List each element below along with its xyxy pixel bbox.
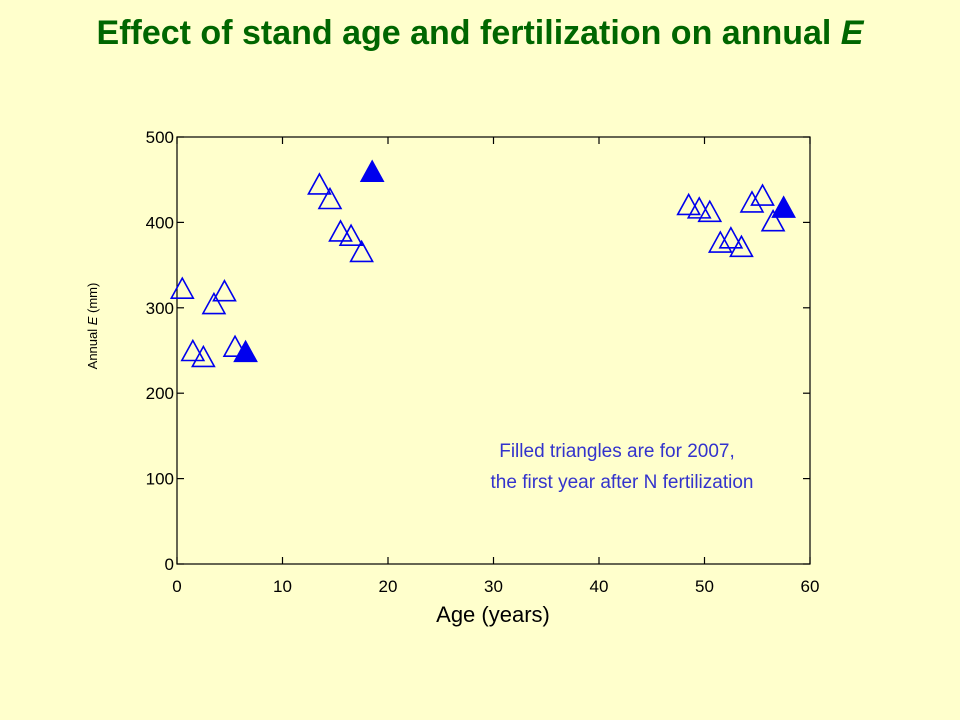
open-triangle-point xyxy=(191,344,216,368)
open-triangle-point xyxy=(750,183,775,206)
open-triangle-point xyxy=(676,192,702,216)
open-triangle-point xyxy=(317,186,343,210)
y-tick-label: 400 xyxy=(146,213,174,232)
annotation-line-1: Filled triangles are for 2007, xyxy=(499,441,735,462)
filled-triangle-point xyxy=(233,339,258,363)
x-tick-label: 40 xyxy=(590,577,609,596)
y-tick-label: 300 xyxy=(146,299,174,318)
x-tick-label: 10 xyxy=(273,577,292,596)
chart-title: Effect of stand age and fertilization on… xyxy=(0,14,960,53)
open-triangle-point xyxy=(338,223,364,247)
open-triangle-point xyxy=(222,334,248,358)
x-tick-label: 60 xyxy=(801,577,820,596)
x-axis-title: Age (years) xyxy=(436,602,550,627)
open-triangle-point xyxy=(328,219,353,242)
y-tick-label: 0 xyxy=(165,555,174,574)
y-axis-title: Annual E (mm) xyxy=(85,283,100,370)
title-main: Effect of stand age and fertilization on… xyxy=(96,14,841,52)
open-triangle-point xyxy=(349,239,374,263)
annotation-line-2: the first year after N fertilization xyxy=(491,472,754,493)
filled-triangle-point xyxy=(359,159,385,182)
open-triangle-point xyxy=(760,209,786,232)
y-tick-label: 500 xyxy=(146,128,174,147)
x-tick-label: 30 xyxy=(484,577,503,596)
open-triangle-point xyxy=(729,234,754,258)
axis-ticks xyxy=(176,136,811,565)
open-triangle-point xyxy=(169,276,195,299)
open-triangle-point xyxy=(686,196,712,219)
data-points xyxy=(169,159,796,368)
open-triangle-point xyxy=(697,199,723,223)
x-tick-label: 50 xyxy=(695,577,714,596)
x-tick-labels: 0 10 20 30 40 50 60 xyxy=(172,577,819,596)
open-triangle-point xyxy=(307,172,332,195)
open-triangle-point xyxy=(212,279,237,302)
y-tick-label: 200 xyxy=(146,384,174,403)
x-tick-label: 20 xyxy=(379,577,398,596)
open-triangle-point xyxy=(707,230,733,253)
y-tick-labels: 0 100 200 300 400 500 xyxy=(146,128,174,574)
y-tick-label: 100 xyxy=(146,470,174,489)
y-axis-title-suffix: (mm) xyxy=(85,283,100,317)
filled-triangle-point xyxy=(771,195,796,218)
open-triangle-point xyxy=(718,226,744,249)
y-axis-title-prefix: Annual xyxy=(85,325,100,369)
plot-area xyxy=(176,136,811,565)
open-triangle-point xyxy=(739,190,765,213)
title-variable: E xyxy=(840,14,864,52)
x-tick-label: 0 xyxy=(172,577,181,596)
y-axis-title-var: E xyxy=(85,316,100,325)
open-triangle-point xyxy=(201,291,227,315)
open-triangle-point xyxy=(180,338,206,362)
